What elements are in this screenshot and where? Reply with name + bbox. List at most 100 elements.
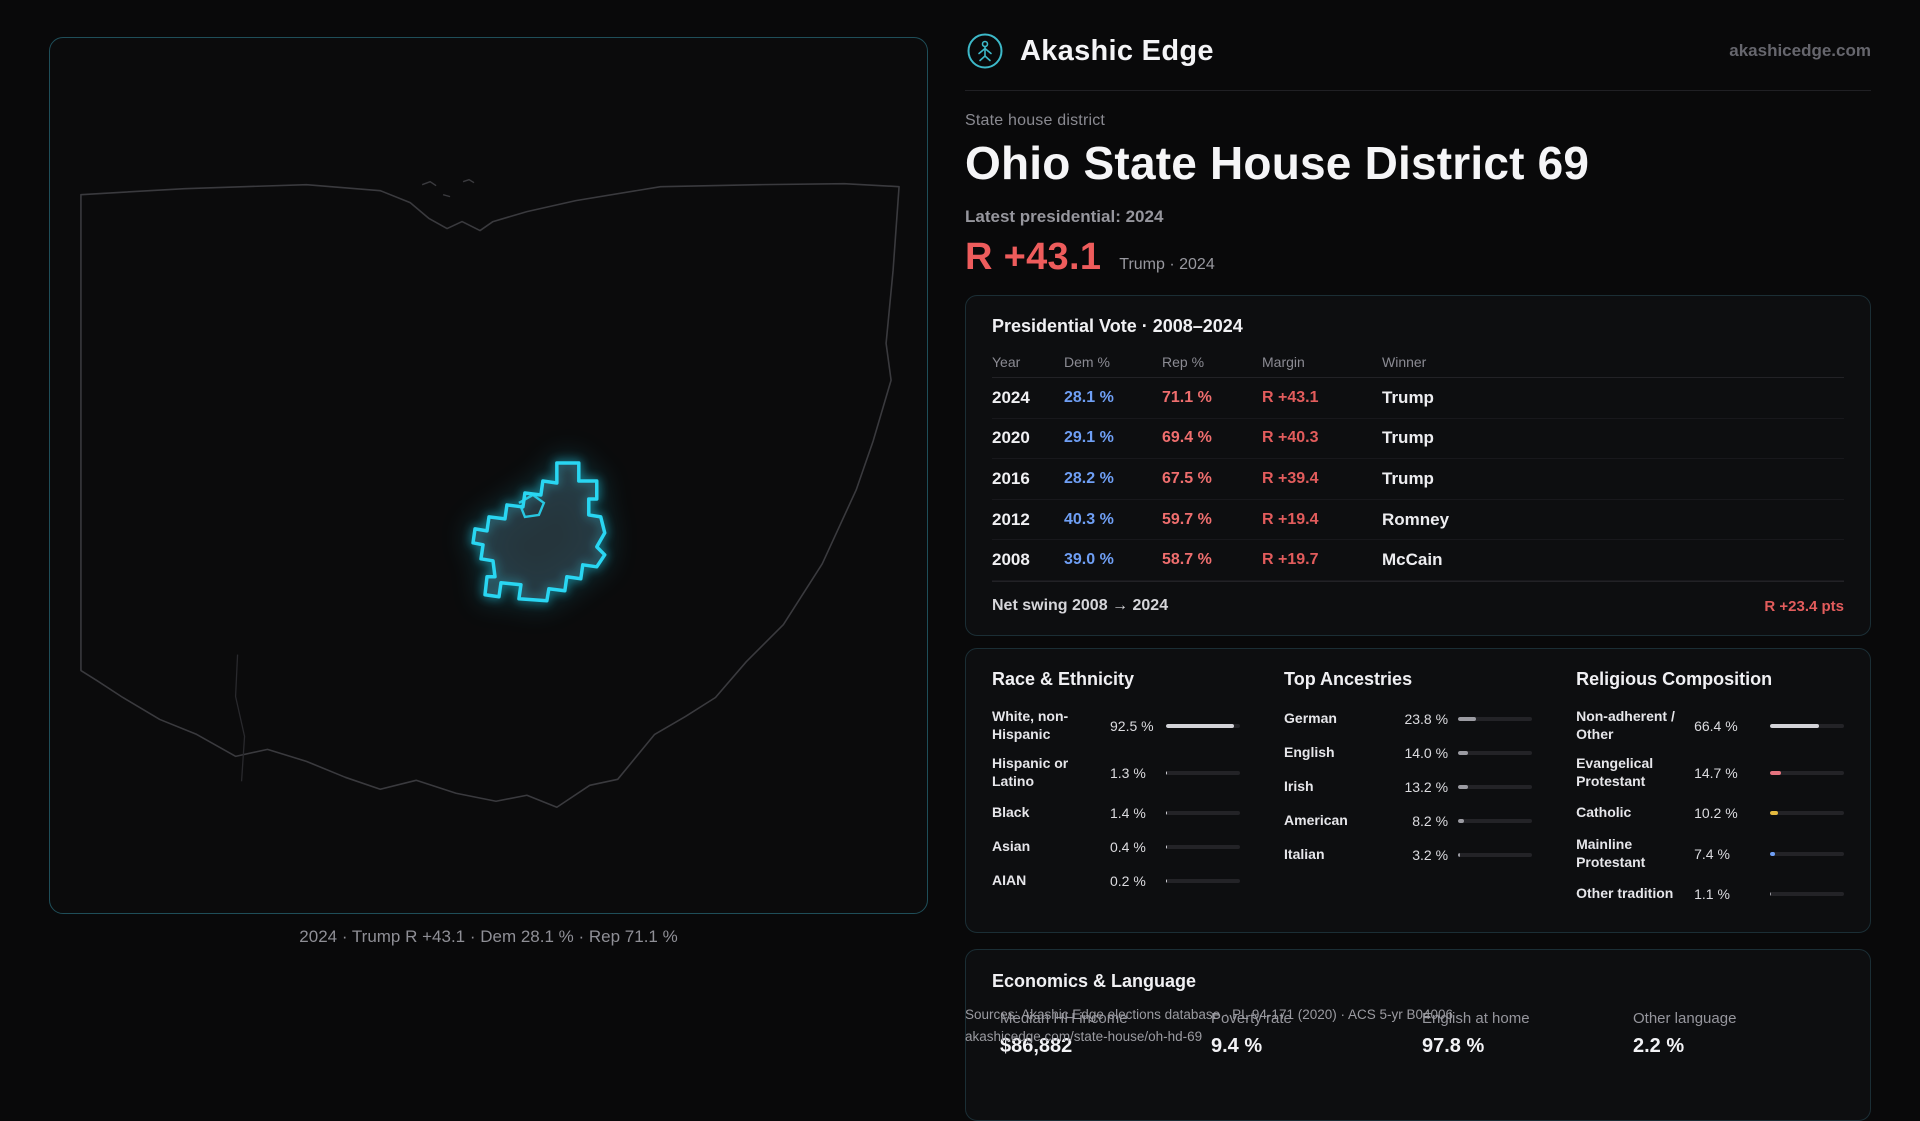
- stat-label: American: [1284, 812, 1402, 830]
- net-swing-value: R +23.4 pts: [1764, 598, 1844, 615]
- headline-margin-value: R +43.1: [965, 236, 1101, 279]
- stat-label: Irish: [1284, 778, 1402, 796]
- cell-margin: R +39.4: [1262, 470, 1382, 488]
- district-map: [50, 38, 927, 913]
- cell-dem-pct: 39.0 %: [1064, 551, 1162, 569]
- bar-track: [1458, 717, 1532, 721]
- cell-winner: Trump: [1382, 469, 1844, 489]
- econ-stat: Other language 2.2 %: [1633, 1010, 1844, 1058]
- cell-year: 2020: [992, 428, 1064, 448]
- race-ethnicity-section: Race & Ethnicity White, non-Hispanic 92.…: [992, 669, 1240, 917]
- bar-fill: [1770, 852, 1775, 856]
- stat-row: German 23.8 %: [1284, 708, 1532, 730]
- bar-fill: [1458, 785, 1468, 789]
- bar-fill: [1770, 724, 1819, 728]
- latest-presidential-label: Latest presidential: 2024: [965, 207, 1871, 227]
- econ-stat-value: 2.2 %: [1633, 1035, 1844, 1058]
- stat-label: AIAN: [992, 872, 1110, 890]
- stat-label: Catholic: [1576, 804, 1694, 822]
- bar-track: [1458, 751, 1532, 755]
- stat-label: English: [1284, 744, 1402, 762]
- brand-domain-link[interactable]: akashicedge.com: [1729, 41, 1871, 61]
- stat-value: 7.4 %: [1694, 846, 1750, 862]
- religion-section: Religious Composition Non-adherent / Oth…: [1576, 669, 1844, 917]
- header-divider: [965, 90, 1871, 91]
- cell-margin: R +19.7: [1262, 551, 1382, 569]
- bar-fill: [1166, 811, 1167, 815]
- stat-value: 10.2 %: [1694, 805, 1750, 821]
- stat-row: Hispanic or Latino 1.3 %: [992, 755, 1240, 790]
- cell-margin: R +19.4: [1262, 511, 1382, 529]
- header: Akashic Edge akashicedge.com: [965, 0, 1871, 71]
- col-rep: Rep %: [1162, 354, 1262, 370]
- bar-fill: [1166, 771, 1167, 775]
- bar-fill: [1458, 819, 1464, 823]
- cell-winner: Trump: [1382, 388, 1844, 408]
- bar-track: [1770, 811, 1844, 815]
- col-dem: Dem %: [1064, 354, 1162, 370]
- cell-dem-pct: 28.2 %: [1064, 470, 1162, 488]
- religion-section-title: Religious Composition: [1576, 669, 1844, 690]
- bar-track: [1458, 819, 1532, 823]
- table-header: Year Dem % Rep % Margin Winner: [992, 347, 1844, 378]
- bar-track: [1770, 852, 1844, 856]
- ohio-state-outline: [81, 184, 899, 808]
- cell-rep-pct: 59.7 %: [1162, 511, 1262, 529]
- bar-track: [1770, 724, 1844, 728]
- cell-dem-pct: 29.1 %: [1064, 429, 1162, 447]
- ancestries-section-title: Top Ancestries: [1284, 669, 1532, 690]
- stat-row: Irish 13.2 %: [1284, 776, 1532, 798]
- cell-year: 2008: [992, 550, 1064, 570]
- stat-row: White, non-Hispanic 92.5 %: [992, 708, 1240, 743]
- stat-row: AIAN 0.2 %: [992, 870, 1240, 892]
- col-winner: Winner: [1382, 354, 1844, 370]
- bar-track: [1166, 879, 1240, 883]
- cell-rep-pct: 58.7 %: [1162, 551, 1262, 569]
- bar-track: [1458, 785, 1532, 789]
- stat-value: 14.0 %: [1402, 745, 1458, 761]
- brand-name: Akashic Edge: [1020, 35, 1214, 68]
- stat-row: American 8.2 %: [1284, 810, 1532, 832]
- bar-fill: [1770, 892, 1771, 896]
- headline-margin-row: R +43.1 Trump · 2024: [965, 236, 1871, 279]
- cell-rep-pct: 69.4 %: [1162, 429, 1262, 447]
- stat-row: Non-adherent / Other 66.4 %: [1576, 708, 1844, 743]
- stat-value: 23.8 %: [1402, 711, 1458, 727]
- net-swing-label: Net swing 2008 → 2024: [992, 597, 1168, 615]
- report-column: Akashic Edge akashicedge.com State house…: [965, 0, 1871, 1080]
- stat-row: Italian 3.2 %: [1284, 844, 1532, 866]
- table-row: 2016 28.2 % 67.5 % R +39.4 Trump: [992, 459, 1844, 500]
- stat-label: Mainline Protestant: [1576, 836, 1694, 871]
- bar-track: [1458, 853, 1532, 857]
- page-title: Ohio State House District 69: [965, 137, 1871, 190]
- bar-fill: [1770, 771, 1781, 775]
- brand-logo-icon: [965, 31, 1005, 71]
- stat-label: Hispanic or Latino: [992, 755, 1110, 790]
- net-swing-row: Net swing 2008 → 2024 R +23.4 pts: [992, 581, 1844, 619]
- cell-winner: McCain: [1382, 550, 1844, 570]
- bar-fill: [1458, 853, 1460, 857]
- sources-url-link[interactable]: akashicedge.com/state-house/oh-hd-69: [965, 1026, 1453, 1048]
- cell-rep-pct: 67.5 %: [1162, 470, 1262, 488]
- stat-row: Other tradition 1.1 %: [1576, 883, 1844, 905]
- stat-value: 3.2 %: [1402, 847, 1458, 863]
- map-caption: 2024 · Trump R +43.1 · Dem 28.1 % · Rep …: [49, 927, 928, 947]
- cell-winner: Romney: [1382, 510, 1844, 530]
- stat-value: 8.2 %: [1402, 813, 1458, 829]
- table-row: 2024 28.1 % 71.1 % R +43.1 Trump: [992, 378, 1844, 419]
- sources-footer: Sources: Akashic Edge elections database…: [965, 1004, 1453, 1049]
- stat-value: 0.4 %: [1110, 839, 1166, 855]
- stat-value: 13.2 %: [1402, 779, 1458, 795]
- table-row: 2008 39.0 % 58.7 % R +19.7 McCain: [992, 540, 1844, 581]
- bar-track: [1166, 845, 1240, 849]
- cell-year: 2016: [992, 469, 1064, 489]
- county-boundary-line: [236, 655, 245, 782]
- stat-label: Other tradition: [1576, 885, 1694, 903]
- stat-label: Evangelical Protestant: [1576, 755, 1694, 790]
- bar-fill: [1458, 717, 1476, 721]
- stat-value: 14.7 %: [1694, 765, 1750, 781]
- stat-value: 1.4 %: [1110, 805, 1166, 821]
- stat-label: Asian: [992, 838, 1110, 856]
- bar-track: [1166, 811, 1240, 815]
- bar-track: [1166, 771, 1240, 775]
